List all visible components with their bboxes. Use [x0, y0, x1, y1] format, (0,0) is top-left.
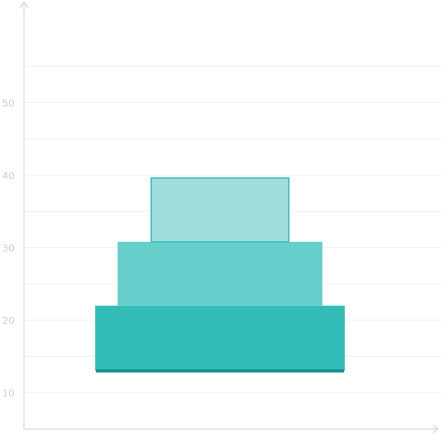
- x-axis-arrow: [432, 424, 439, 434]
- axes: [19, 0, 439, 434]
- y-tick-label: 50: [2, 99, 15, 110]
- baseline-layer: [96, 369, 344, 373]
- y-tick-label: 20: [2, 316, 15, 327]
- y-tick-label: 10: [2, 389, 15, 400]
- baseline-bar: [96, 369, 344, 373]
- y-tick-label: 30: [2, 244, 15, 255]
- bar-layers: [95, 177, 345, 371]
- y-axis-arrow: [19, 0, 29, 9]
- y-tick-label: 40: [2, 171, 15, 182]
- bar-layer-2: [117, 241, 323, 306]
- bar-layer-3: [150, 177, 290, 243]
- bar-layer-1: [95, 305, 345, 371]
- y-tick-labels: 10 20 30 40 50: [2, 99, 15, 400]
